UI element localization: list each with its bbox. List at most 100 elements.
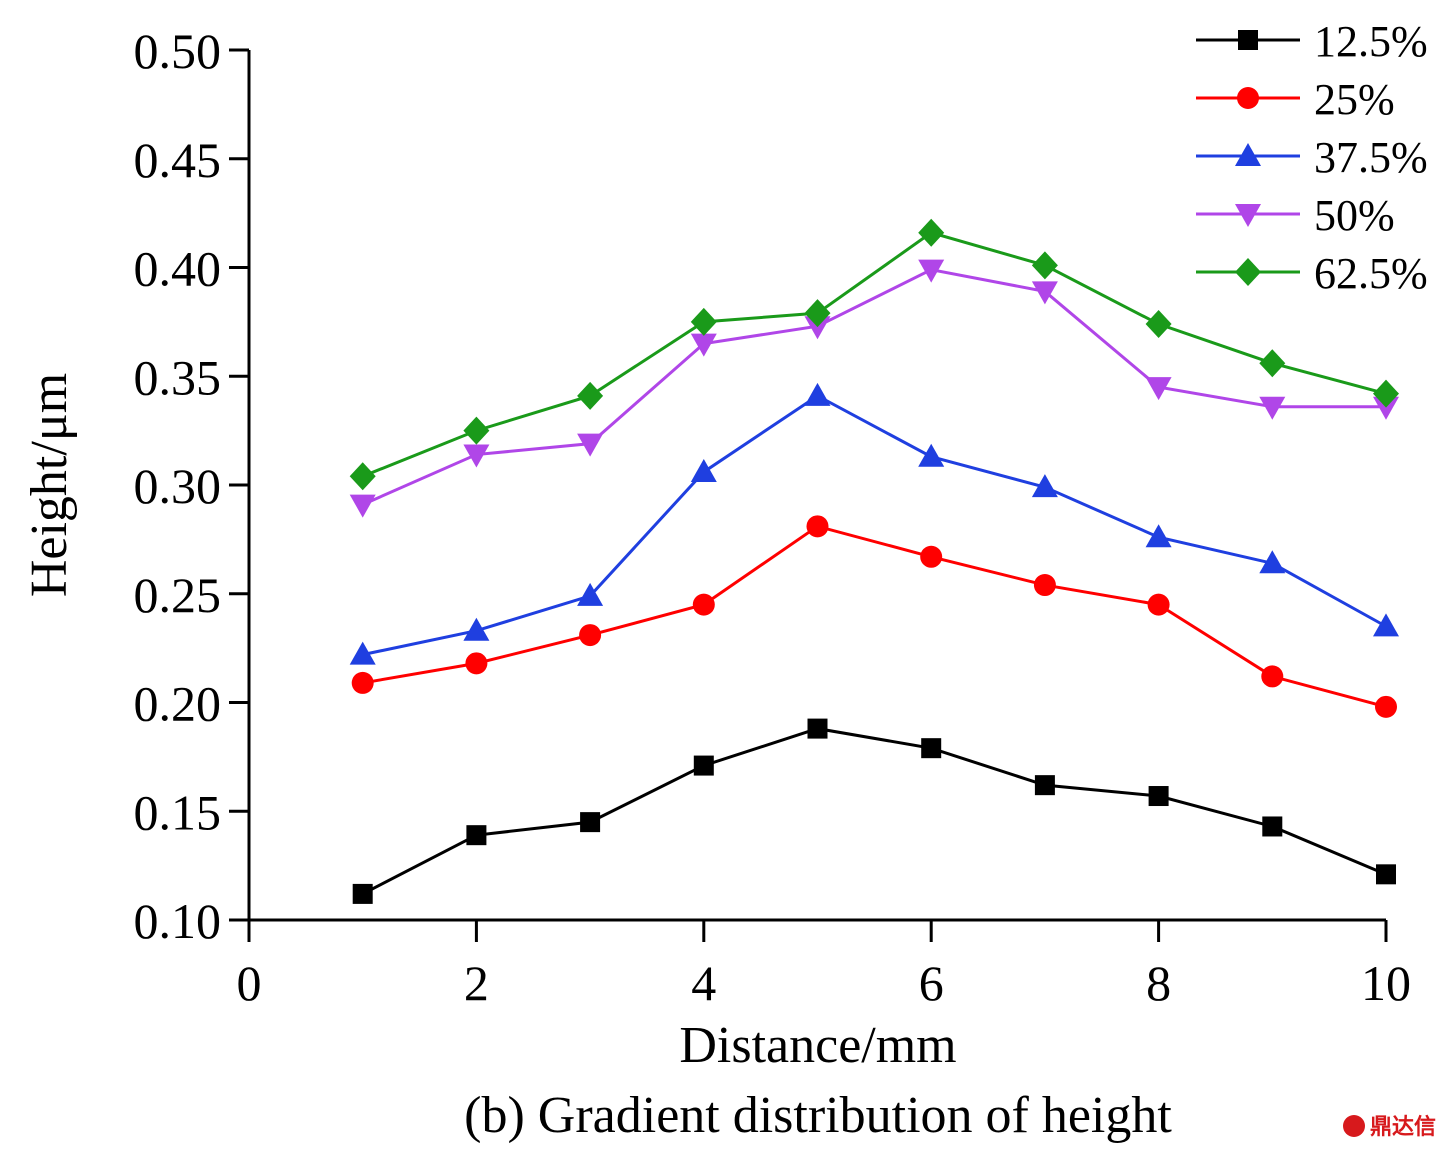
- watermark-logo-icon: [1343, 1115, 1365, 1137]
- data-point: [352, 883, 373, 904]
- legend-marker: [1238, 30, 1258, 50]
- data-point: [920, 545, 943, 568]
- x-axis-title: Distance/mm: [679, 1017, 956, 1074]
- series-layer: [349, 218, 1399, 904]
- data-point: [921, 738, 942, 759]
- axes: 0.10 0.15 0.20 0.25 0.30 0.35 0.40 0.45 0.50 0 2 4 6…: [134, 23, 1412, 1011]
- y-tick-label: 0.15: [134, 784, 222, 840]
- data-point: [807, 718, 828, 739]
- data-point: [804, 382, 831, 406]
- data-point: [577, 381, 604, 410]
- series-line: [362, 394, 1387, 657]
- data-point: [580, 812, 601, 833]
- data-point: [1031, 474, 1058, 498]
- data-point: [1376, 864, 1396, 885]
- legend-marker: [1235, 143, 1261, 166]
- data-point: [1373, 613, 1399, 637]
- data-point: [690, 307, 717, 336]
- data-point: [349, 641, 376, 665]
- data-point: [918, 218, 945, 247]
- data-point: [351, 671, 374, 694]
- data-point: [1031, 251, 1058, 280]
- series-50%: [349, 259, 1399, 518]
- data-point: [1031, 281, 1058, 305]
- y-axis-title: Height/μm: [21, 373, 78, 597]
- data-point: [918, 443, 945, 467]
- data-point: [1034, 775, 1055, 796]
- y-tick-label: 0.30: [134, 458, 222, 514]
- legend-label: 25%: [1314, 75, 1395, 124]
- legend-label: 12.5%: [1314, 17, 1428, 66]
- data-point: [349, 494, 376, 518]
- x-tick-label: 8: [1146, 955, 1171, 1011]
- series-line: [362, 727, 1387, 896]
- y-tick-label: 0.20: [134, 676, 222, 732]
- series-37.5%: [349, 382, 1399, 665]
- legend-item: 50%: [1196, 191, 1395, 240]
- data-point: [1259, 349, 1286, 378]
- x-tick-label: 0: [237, 955, 262, 1011]
- legend-item: 62.5%: [1196, 249, 1428, 298]
- data-point: [806, 515, 829, 538]
- data-point: [1033, 574, 1056, 597]
- data-point: [1375, 695, 1397, 718]
- x-tick-label: 2: [464, 955, 489, 1011]
- y-tick-label: 0.40: [134, 241, 222, 297]
- watermark-text: 鼎达信: [1370, 1114, 1436, 1140]
- data-point: [690, 333, 717, 357]
- data-point: [577, 433, 604, 457]
- series-line: [362, 268, 1386, 506]
- x-tick-label: 4: [691, 955, 716, 1011]
- y-tick-label: 0.45: [134, 132, 222, 188]
- y-tick-label: 0.35: [134, 349, 222, 405]
- data-point: [349, 462, 376, 491]
- data-point: [1145, 524, 1172, 548]
- data-point: [463, 444, 490, 468]
- data-point: [577, 582, 604, 606]
- y-tick-label: 0.25: [134, 567, 222, 623]
- legend-marker: [1237, 87, 1259, 109]
- data-point: [463, 416, 490, 445]
- data-point: [1262, 816, 1283, 837]
- data-point: [804, 299, 831, 328]
- data-point: [465, 652, 488, 675]
- data-point: [1145, 377, 1172, 401]
- series-line: [362, 231, 1387, 478]
- data-point: [1148, 786, 1169, 807]
- data-point: [804, 316, 831, 340]
- data-point: [1259, 550, 1286, 574]
- x-tick-label: 6: [919, 955, 944, 1011]
- data-point: [1259, 396, 1286, 420]
- series-12.5%: [352, 718, 1396, 904]
- data-point: [463, 617, 490, 641]
- data-point: [1147, 593, 1170, 616]
- figure-caption: (b) Gradient distribution of height: [464, 1087, 1172, 1144]
- data-point: [692, 593, 715, 616]
- data-point: [579, 624, 602, 647]
- data-point: [693, 755, 714, 776]
- data-point: [690, 458, 717, 482]
- series-62.5%: [349, 218, 1399, 491]
- x-tick-label: 10: [1361, 955, 1411, 1011]
- legend-label: 37.5%: [1314, 133, 1428, 182]
- legend-item: 12.5%: [1196, 17, 1428, 66]
- legend: 12.5% 25% 37.5% 50% 62.5%: [1196, 17, 1428, 298]
- data-point: [1261, 665, 1284, 688]
- legend-label: 50%: [1314, 191, 1395, 240]
- watermark: 鼎达信: [1343, 1114, 1436, 1140]
- data-point: [1373, 396, 1399, 420]
- data-point: [466, 825, 487, 846]
- series-line: [362, 524, 1387, 709]
- legend-item: 37.5%: [1196, 133, 1428, 182]
- legend-label: 62.5%: [1314, 249, 1428, 298]
- y-tick-label: 0.50: [134, 23, 222, 79]
- y-tick-label: 0.10: [134, 893, 222, 949]
- data-point: [1373, 379, 1399, 408]
- data-point: [1145, 310, 1172, 339]
- legend-marker: [1235, 204, 1261, 227]
- legend-marker: [1235, 258, 1261, 286]
- series-25%: [351, 515, 1397, 718]
- legend-item: 25%: [1196, 75, 1395, 124]
- data-point: [918, 259, 945, 283]
